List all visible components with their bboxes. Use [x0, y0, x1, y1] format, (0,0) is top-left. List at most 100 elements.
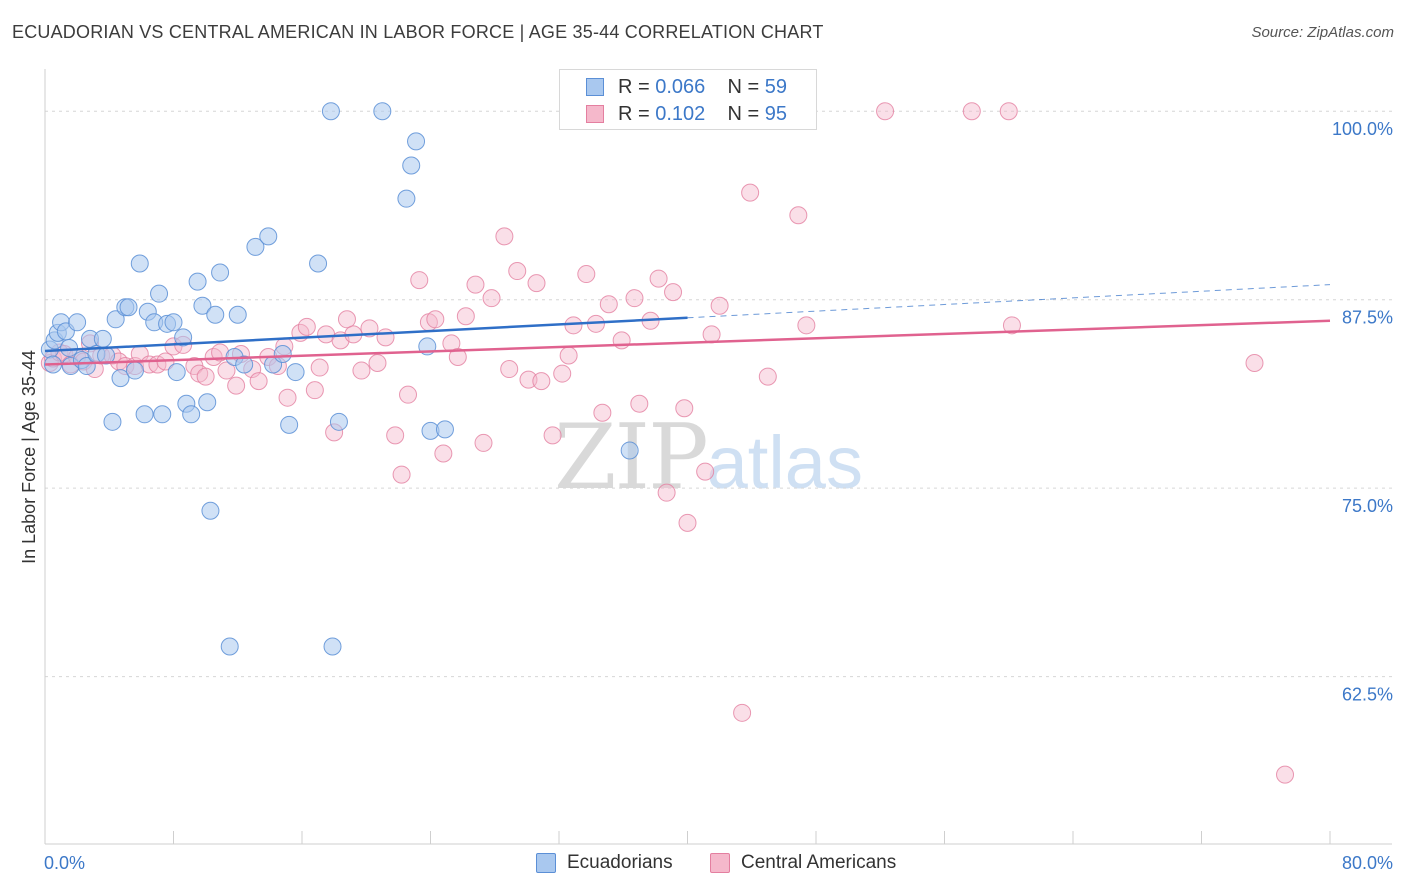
legend-swatch-pink [710, 853, 730, 873]
data-point-central-american [217, 361, 236, 380]
data-point-central-american [789, 206, 808, 225]
data-point-ecuadorian [329, 412, 348, 431]
data-point-ecuadorian [135, 405, 154, 424]
data-point-ecuadorian [435, 420, 454, 439]
data-point-central-american [876, 102, 895, 121]
data-point-central-american [599, 295, 618, 314]
data-point-central-american [466, 275, 485, 294]
data-point-central-american [657, 483, 676, 502]
data-point-ecuadorian [246, 237, 265, 256]
data-point-ecuadorian [68, 313, 87, 332]
data-point-central-american [500, 360, 519, 379]
data-point-ecuadorian [106, 310, 125, 329]
data-point-ecuadorian [125, 361, 144, 380]
trend-layer [44, 284, 1331, 366]
grid-layer [45, 110, 1392, 678]
data-point-ecuadorian [182, 405, 201, 424]
data-point-ecuadorian [407, 132, 426, 151]
data-point-central-american [204, 347, 223, 366]
data-point-central-american [710, 296, 729, 315]
data-point-central-american [352, 361, 371, 380]
data-point-central-american [399, 385, 418, 404]
data-point-ecuadorian [153, 405, 172, 424]
data-point-central-american [678, 513, 697, 532]
data-point-ecuadorian [119, 298, 138, 317]
data-point-central-american [649, 269, 668, 288]
data-point-central-american [368, 354, 387, 373]
legend-r-label: R = [618, 103, 650, 125]
data-point-central-american [577, 265, 596, 284]
data-point-central-american [196, 367, 215, 386]
data-point-ecuadorian [111, 369, 130, 388]
data-point-central-american [434, 444, 453, 463]
data-point-central-american [474, 433, 493, 452]
data-point-central-american [337, 310, 356, 329]
data-point-central-american [593, 403, 612, 422]
trend-line-ecuadorian [44, 316, 688, 353]
data-point-central-american [1002, 316, 1021, 335]
legend-n-label: N = [727, 103, 760, 125]
x-tick-label-min: 0.0% [44, 853, 85, 873]
data-point-ecuadorian [201, 501, 220, 520]
data-point-ecuadorian [193, 296, 212, 315]
data-point-central-american [696, 462, 715, 481]
data-point-central-american [305, 381, 324, 400]
legend-text: R = 0.066 N = 59 [618, 76, 787, 99]
data-point-ecuadorian [164, 313, 183, 332]
data-point-central-american [386, 426, 405, 445]
legend-text: R = 0.102 N = 95 [618, 103, 787, 126]
data-point-central-american [664, 283, 683, 302]
data-point-ecuadorian [174, 328, 193, 347]
data-point-ecuadorian [228, 305, 247, 324]
data-point-central-american [410, 271, 429, 290]
data-point-ecuadorian [280, 415, 299, 434]
data-point-ecuadorian [309, 254, 328, 273]
data-point-ecuadorian [103, 412, 122, 431]
trend-line-central-american [44, 319, 1331, 366]
data-point-ecuadorian [286, 363, 305, 382]
legend-label: Ecuadorians [567, 852, 673, 873]
data-point-ecuadorian [93, 329, 112, 348]
trend-line-ecuadorian-extension [687, 284, 1331, 319]
data-point-central-american [553, 364, 572, 383]
legend-n-value: 59 [764, 76, 788, 98]
data-point-ecuadorian [211, 263, 230, 282]
data-point-ecuadorian [273, 344, 292, 363]
data-point-central-american [376, 328, 395, 347]
data-point-central-american [702, 325, 721, 344]
data-point-central-american [999, 102, 1018, 121]
data-point-ecuadorian [60, 338, 79, 357]
data-point-central-american [1276, 765, 1295, 784]
data-point-central-american [426, 310, 445, 329]
data-point-central-american [797, 316, 816, 335]
data-point-central-american [227, 376, 246, 395]
data-point-central-american [564, 316, 583, 335]
data-point-central-american [532, 372, 551, 391]
legend-r-value: 0.066 [655, 76, 706, 98]
data-point-central-american [297, 317, 316, 336]
legend-label: Central Americans [741, 852, 897, 873]
data-point-ecuadorian [220, 637, 239, 656]
data-point-central-american [448, 347, 467, 366]
data-point-central-american [360, 319, 379, 338]
y-tick-label: 75.0% [1342, 496, 1393, 516]
x-tick-label-max: 80.0% [1342, 853, 1393, 873]
data-point-ecuadorian [259, 227, 278, 246]
y-tick-label: 62.5% [1342, 685, 1393, 705]
data-point-central-american [519, 370, 538, 389]
data-point-central-american [249, 372, 268, 391]
data-point-central-american [508, 262, 527, 281]
y-tick-label: 100.0% [1332, 119, 1393, 139]
y-tick-label: 87.5% [1342, 308, 1393, 328]
axis-layer [44, 69, 1392, 845]
legend-n-label: N = [727, 76, 760, 98]
data-point-ecuadorian [188, 272, 207, 291]
data-point-ecuadorian [620, 441, 639, 460]
data-point-central-american [527, 274, 546, 293]
legend-r-label: R = [618, 76, 650, 98]
data-point-ecuadorian [130, 254, 149, 273]
data-point-central-american [625, 289, 644, 308]
y-axis-title: In Labor Force | Age 35-44 [19, 350, 39, 564]
data-point-central-american [482, 289, 501, 308]
chart-source: Source: ZipAtlas.com [1251, 24, 1394, 41]
